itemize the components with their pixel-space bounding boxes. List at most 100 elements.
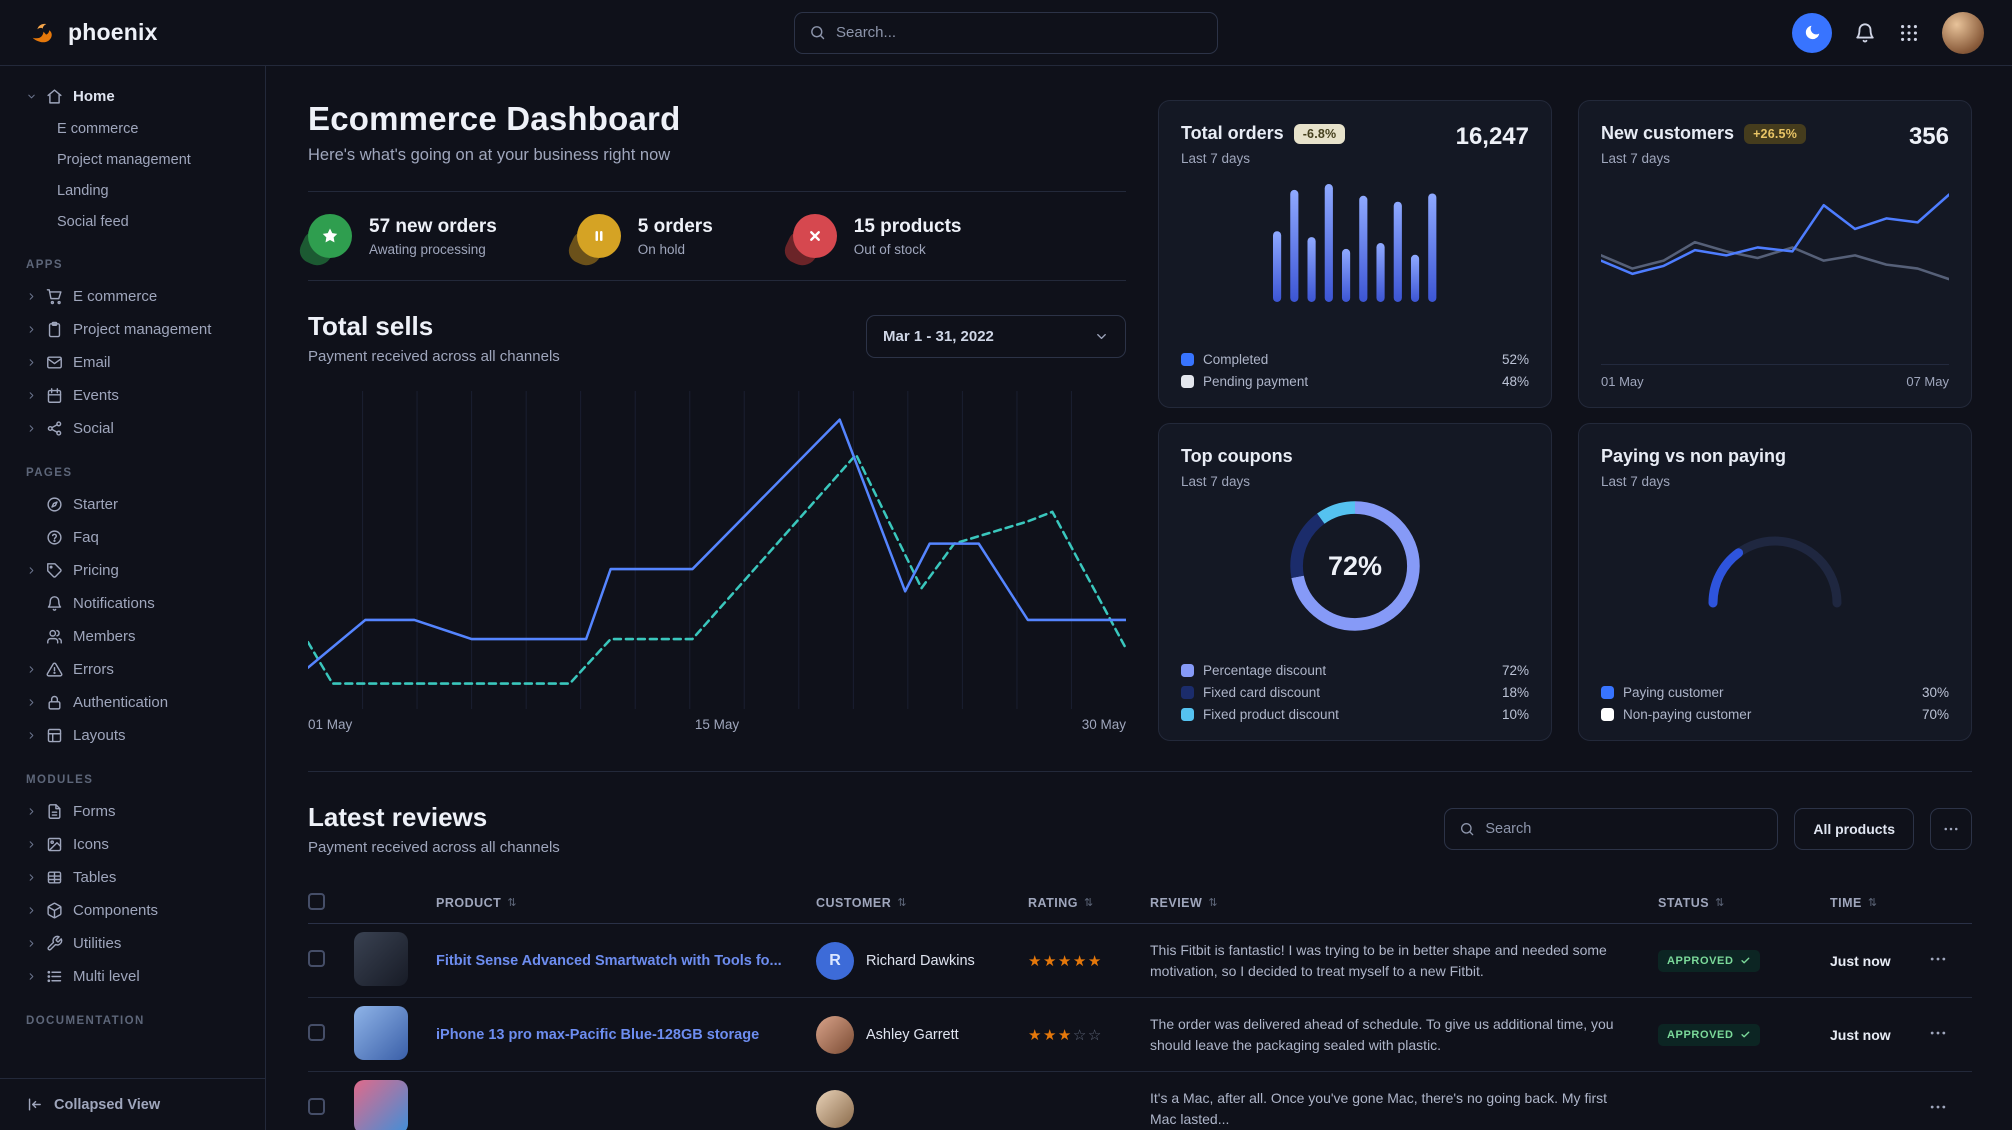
sidebar-item-multi-level[interactable]: Multi level xyxy=(0,960,265,993)
stat-value: 5 orders xyxy=(637,215,713,237)
status-badge: APPROVED xyxy=(1658,949,1760,972)
reviews-table-body: Fitbit Sense Advanced Smartwatch with To… xyxy=(308,924,1972,1130)
review-time: Just now xyxy=(1830,1026,1891,1043)
search-icon xyxy=(809,24,826,41)
legend-item: Fixed card discount 18% xyxy=(1181,685,1529,700)
warning-icon xyxy=(46,661,63,678)
total-orders-value: 16,247 xyxy=(1455,123,1529,150)
row-checkbox[interactable] xyxy=(308,1024,325,1041)
sidebar-item-starter[interactable]: Starter xyxy=(0,488,265,521)
search-input[interactable] xyxy=(836,24,1203,41)
column-header-product[interactable]: PRODUCT ⇅ xyxy=(436,895,518,910)
brand[interactable]: phoenix xyxy=(28,18,158,48)
legend-item: Paying customer 30% xyxy=(1601,685,1949,700)
column-header-rating[interactable]: RATING ⇅ xyxy=(1028,895,1094,910)
column-header-time[interactable]: TIME ⇅ xyxy=(1830,895,1878,910)
sidebar-item-authentication[interactable]: Authentication xyxy=(0,686,265,719)
reviews-search-input[interactable] xyxy=(1485,821,1764,837)
review-row: Fitbit Sense Advanced Smartwatch with To… xyxy=(308,924,1972,998)
sidebar-item-tables[interactable]: Tables xyxy=(0,861,265,894)
column-header-customer[interactable]: CUSTOMER ⇅ xyxy=(816,895,908,910)
sidebar-item-label: Social xyxy=(73,420,114,437)
row-actions-button[interactable] xyxy=(1928,1023,1948,1043)
legend-label: Completed xyxy=(1203,352,1269,367)
card-period: Last 7 days xyxy=(1181,151,1251,166)
product-thumbnail[interactable] xyxy=(354,1079,408,1130)
row-checkbox[interactable] xyxy=(308,950,325,967)
legend-value: 30% xyxy=(1921,685,1949,700)
mail-icon xyxy=(46,354,63,371)
sidebar-item-label: Utilities xyxy=(73,935,122,952)
sidebar-item-forms[interactable]: Forms xyxy=(0,795,265,828)
column-header-status[interactable]: STATUS ⇅ xyxy=(1658,895,1725,910)
sidebar-item-components[interactable]: Components xyxy=(0,894,265,927)
nav-section-apps: APPS xyxy=(26,259,63,271)
caret-spacer xyxy=(26,532,45,544)
sidebar-item-utilities[interactable]: Utilities xyxy=(0,927,265,960)
sidebar-item-label: Multi level xyxy=(73,968,140,985)
sidebar-item-icons[interactable]: Icons xyxy=(0,828,265,861)
date-range-value: Mar 1 - 31, 2022 xyxy=(883,328,994,345)
customer-name[interactable]: Ashley Garrett xyxy=(866,1026,959,1043)
page-title: Ecommerce Dashboard xyxy=(308,100,681,137)
legend-value: 70% xyxy=(1921,707,1949,722)
sidebar-item-label: Components xyxy=(73,902,159,919)
legend-item: Completed 52% xyxy=(1181,352,1529,367)
sidebar-item-events[interactable]: Events xyxy=(0,379,265,412)
legend-value: 18% xyxy=(1501,685,1529,700)
apps-menu-button[interactable] xyxy=(1898,22,1920,44)
user-avatar[interactable] xyxy=(1942,11,1984,54)
column-header-review[interactable]: REVIEW ⇅ xyxy=(1150,895,1219,910)
sidebar-item-faq[interactable]: Faq xyxy=(0,521,265,554)
sidebar-item-layouts[interactable]: Layouts xyxy=(0,719,265,752)
sidebar-item-home[interactable]: Home xyxy=(0,80,265,113)
sidebar-item-members[interactable]: Members xyxy=(0,620,265,653)
bell-icon xyxy=(46,595,63,612)
customer-name[interactable]: Richard Dawkins xyxy=(866,952,975,969)
sidebar-subitem-landing[interactable]: Landing xyxy=(57,182,109,199)
notifications-button[interactable] xyxy=(1854,22,1876,44)
collapsed-view-label: Collapsed View xyxy=(54,1096,161,1113)
sidebar-item-label: Errors xyxy=(73,661,114,678)
sidebar-item-project-management[interactable]: Project management xyxy=(0,313,265,346)
product-thumbnail[interactable] xyxy=(354,931,408,986)
dashboard-top-section: Ecommerce Dashboard Here's what's going … xyxy=(295,100,1972,772)
stat-label: Awating processing xyxy=(369,241,486,257)
total-sells-header: Total sells Payment received across all … xyxy=(308,311,1126,365)
legend-label: Pending payment xyxy=(1203,374,1309,389)
sidebar-item-email[interactable]: Email xyxy=(0,346,265,379)
pause-icon xyxy=(564,214,621,271)
sidebar-item-label: Icons xyxy=(73,836,109,853)
product-link[interactable]: iPhone 13 pro max-Pacific Blue-128GB sto… xyxy=(436,1026,760,1043)
sidebar-subitem-project-management[interactable]: Project management xyxy=(57,151,191,168)
sidebar-subitem-e-commerce[interactable]: E commerce xyxy=(57,120,139,137)
lock-icon xyxy=(46,694,63,711)
collapsed-view-toggle[interactable]: Collapsed View xyxy=(0,1078,265,1130)
sidebar-subitem-social-feed[interactable]: Social feed xyxy=(57,213,129,230)
dashboard-left-column: Ecommerce Dashboard Here's what's going … xyxy=(295,100,1128,741)
stat-label: Out of stock xyxy=(853,241,926,257)
row-actions-button[interactable] xyxy=(1928,949,1948,969)
chevron-right-icon xyxy=(26,390,45,402)
sidebar-item-notifications[interactable]: Notifications xyxy=(0,587,265,620)
reviews-more-button[interactable] xyxy=(1930,808,1972,850)
chevron-down-icon xyxy=(1094,329,1109,344)
share-icon xyxy=(46,420,63,437)
row-actions-button[interactable] xyxy=(1928,1097,1948,1117)
chevron-right-icon xyxy=(26,872,45,884)
product-link[interactable]: Fitbit Sense Advanced Smartwatch with To… xyxy=(436,952,782,969)
sidebar-item-errors[interactable]: Errors xyxy=(0,653,265,686)
grid-icon xyxy=(1898,22,1920,44)
theme-toggle-button[interactable] xyxy=(1792,12,1832,53)
reviews-table-head: PRODUCT ⇅ CUSTOMER ⇅ RATING ⇅ REVIEW ⇅ STATUS ⇅ TI… xyxy=(308,882,1972,924)
row-checkbox[interactable] xyxy=(308,1098,325,1115)
sidebar-item-e-commerce[interactable]: E commerce xyxy=(0,280,265,313)
sidebar-item-social[interactable]: Social xyxy=(0,412,265,445)
select-all-checkbox[interactable] xyxy=(308,892,325,910)
sidebar-item-pricing[interactable]: Pricing xyxy=(0,554,265,587)
all-products-button[interactable]: All products xyxy=(1794,808,1914,850)
date-range-select[interactable]: Mar 1 - 31, 2022 xyxy=(866,315,1126,358)
product-thumbnail[interactable] xyxy=(354,1005,408,1060)
sidebar-item-label: Tables xyxy=(73,869,117,886)
sidebar-item-label: Faq xyxy=(73,529,99,546)
